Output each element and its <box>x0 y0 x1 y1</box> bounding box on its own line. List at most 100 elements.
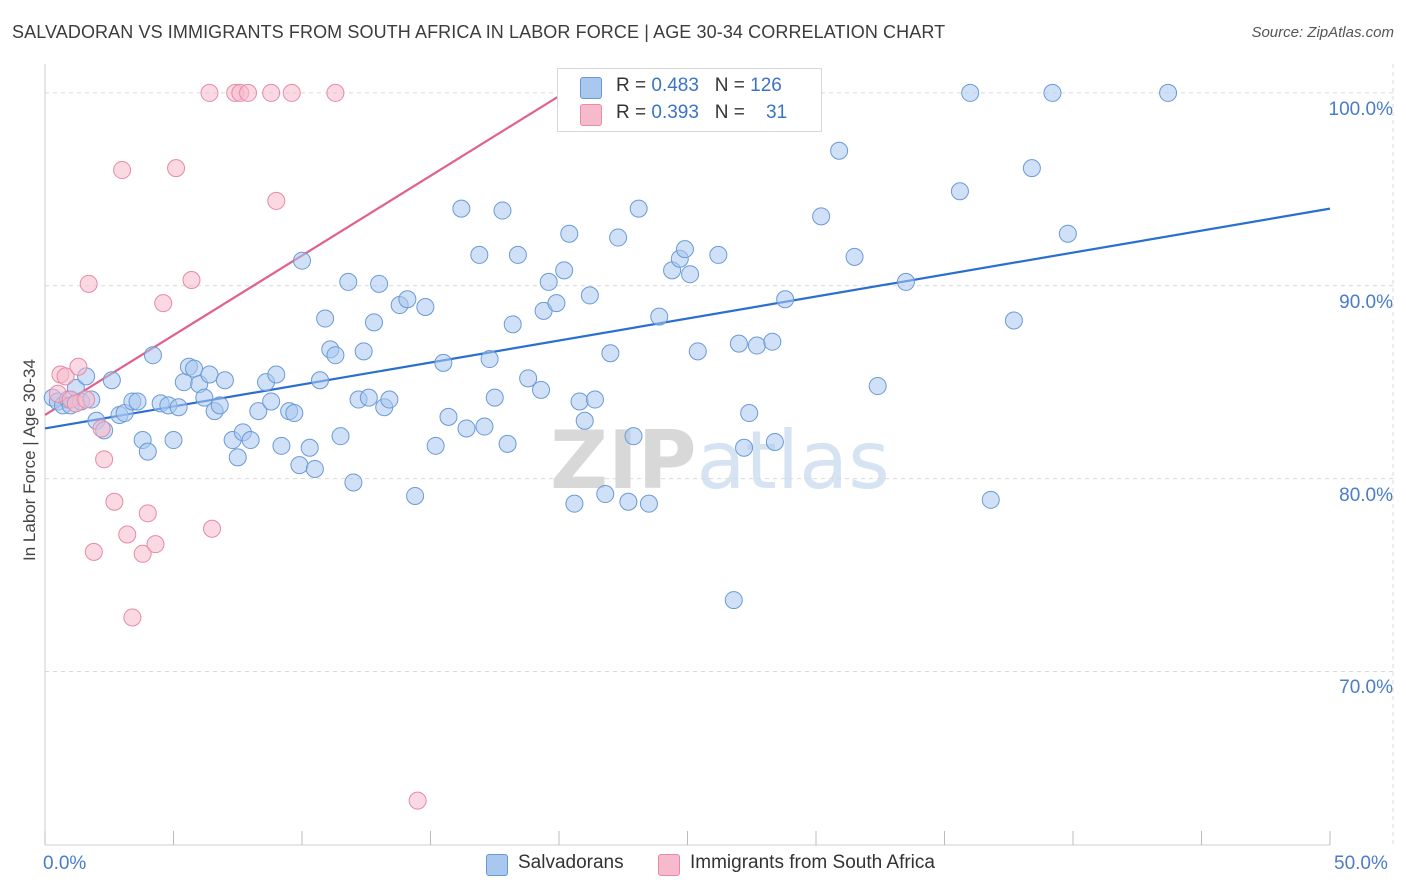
salvadoran-point <box>681 265 700 284</box>
correlation-legend: R = 0.483 N = 126 R = 0.393 N = 31 <box>557 68 822 132</box>
salvadoran-point <box>416 297 435 316</box>
salvadoran-point <box>185 359 204 378</box>
south-africa-point <box>200 83 219 102</box>
salvadoran-point <box>316 309 335 328</box>
salvadoran-point <box>370 274 389 293</box>
south-africa-point <box>326 83 345 102</box>
salvadoran-point <box>354 342 373 361</box>
salvadoran-point <box>639 494 658 513</box>
salvadoran-point <box>1022 159 1041 178</box>
y-tick-label: 100.0% <box>1328 98 1393 120</box>
salvadoran-point <box>675 240 694 259</box>
salvadoran-point <box>565 494 584 513</box>
salvadoran-point <box>619 492 638 511</box>
x-axis <box>44 64 1331 846</box>
south-africa-point <box>69 357 88 376</box>
salvadoran-point <box>344 473 363 492</box>
x-tick-label-min: 0.0% <box>43 853 87 874</box>
salvadoran-point <box>1058 224 1077 243</box>
salvadoran-point <box>601 344 620 363</box>
south-africa-point <box>118 525 137 544</box>
salvadoran-point <box>285 404 304 423</box>
salvadoran-point <box>709 245 728 264</box>
salvadoran-point <box>624 427 643 446</box>
salvadoran-point <box>262 392 281 411</box>
salvadoran-point <box>290 456 309 475</box>
y-axis-title: In Labor Force | Age 30-34 <box>20 359 39 561</box>
south-africa-point <box>113 161 132 180</box>
salvadoran-point <box>570 392 589 411</box>
legend-r-label: R = <box>616 75 647 96</box>
south-africa-point <box>79 274 98 293</box>
salvadoran-point <box>426 436 445 455</box>
legend-swatch-pink <box>658 854 680 876</box>
south-africa-point <box>182 270 201 289</box>
south-africa-point <box>282 83 301 102</box>
legend-swatch-blue <box>486 854 508 876</box>
salvadoran-point <box>650 307 669 326</box>
salvadoran-point <box>724 591 743 610</box>
salvadoran-point <box>380 390 399 409</box>
salvadoran-point <box>452 199 471 218</box>
salvadoran-point <box>539 272 558 291</box>
salvadoran-point <box>740 404 759 423</box>
salvadoran-point <box>475 417 494 436</box>
salvadoran-point <box>434 353 453 372</box>
salvadoran-point <box>470 245 489 264</box>
salvadoran-point <box>688 342 707 361</box>
salvadoran-point <box>845 247 864 266</box>
salvadoran-point <box>747 336 766 355</box>
salvadoran-point <box>532 380 551 399</box>
salvadoran-point <box>609 228 628 247</box>
legend-stats: R = 0.393 N = 31 <box>616 102 787 124</box>
watermark: ZIPatlas <box>550 414 890 507</box>
salvadoran-trend-line <box>44 207 1331 430</box>
y-tick-label: 80.0% <box>1339 484 1393 506</box>
south-africa-point <box>138 504 157 523</box>
legend-label: Salvadorans <box>518 852 624 873</box>
salvadoran-point <box>300 438 319 457</box>
salvadoran-point <box>249 402 268 421</box>
salvadoran-point <box>555 261 574 280</box>
salvadoran-point <box>364 313 383 332</box>
salvadoran-point <box>457 419 476 438</box>
y-tick-label: 90.0% <box>1339 291 1393 313</box>
south-africa-point <box>95 450 114 469</box>
salvadoran-point <box>519 369 538 388</box>
salvadoran-point <box>326 346 345 365</box>
salvadoran-point <box>575 411 594 430</box>
salvadoran-point <box>439 407 458 426</box>
salvadoran-point <box>310 371 329 390</box>
salvadoran-point <box>359 388 378 407</box>
legend-swatch-blue <box>580 77 602 99</box>
salvadoran-point <box>585 390 604 409</box>
salvadoran-point <box>485 388 504 407</box>
south-africa-point <box>267 191 286 210</box>
salvadoran-point <box>498 434 517 453</box>
legend-r-value: 0.393 <box>651 102 699 123</box>
legend-label: Immigrants from South Africa <box>690 852 935 873</box>
salvadoran-point <box>896 272 915 291</box>
salvadoran-point <box>547 294 566 313</box>
salvadoran-point <box>765 432 784 451</box>
legend-stats: R = 0.483 N = 126 <box>616 75 782 97</box>
south-africa-point <box>56 367 75 386</box>
chart-source: Source: ZipAtlas.com <box>1251 24 1394 41</box>
legend-n-label: N = <box>714 75 745 96</box>
south-africa-point <box>77 390 96 409</box>
south-africa-point <box>133 544 152 563</box>
salvadoran-point <box>981 490 1000 509</box>
salvadoran-point <box>215 371 234 390</box>
salvadoran-point <box>1159 83 1178 102</box>
salvadoran-point <box>143 346 162 365</box>
salvadoran-point <box>164 431 183 450</box>
south-africa-point <box>123 608 142 627</box>
chart-title: SALVADORAN VS IMMIGRANTS FROM SOUTH AFRI… <box>12 22 946 42</box>
salvadoran-point <box>267 365 286 384</box>
south-africa-point <box>154 294 173 313</box>
salvadoran-point <box>830 141 849 160</box>
legend-r-label: R = <box>616 102 647 123</box>
data-points <box>43 83 1178 810</box>
south-africa-point <box>146 535 165 554</box>
